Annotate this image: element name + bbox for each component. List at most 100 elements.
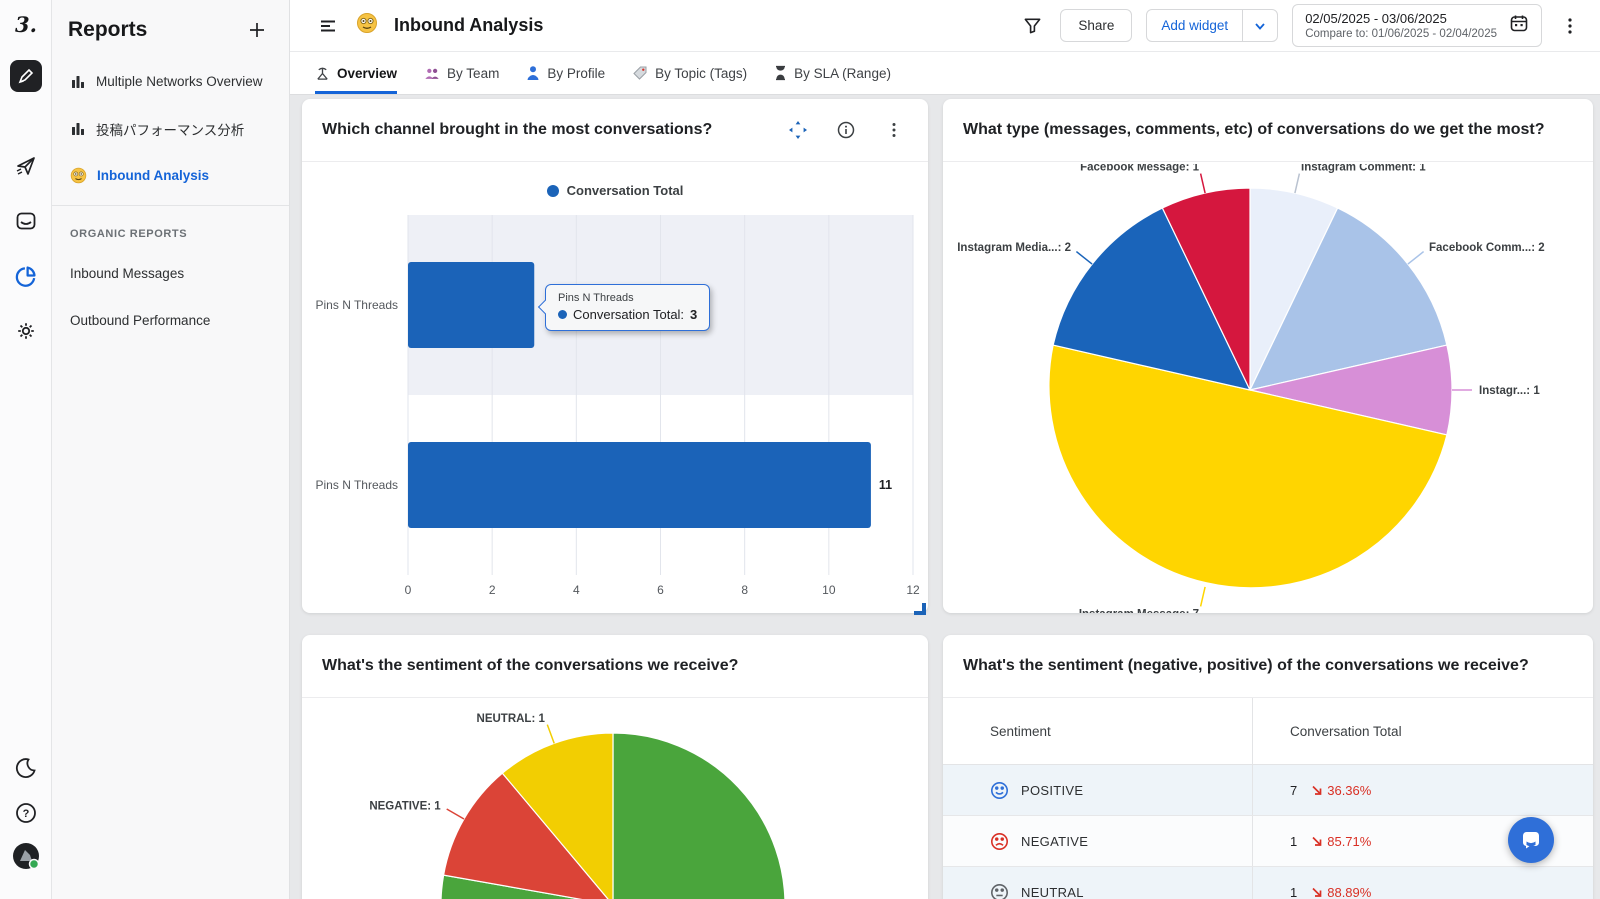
svg-text:2: 2	[489, 583, 496, 597]
filter-funnel-icon[interactable]	[1018, 12, 1046, 40]
sentiment-label: POSITIVE	[1021, 782, 1084, 798]
bar-chart-icon	[70, 121, 86, 137]
emoji-face-icon	[70, 167, 87, 184]
tooltip-series-dot	[558, 310, 567, 319]
sidebar-divider	[52, 205, 289, 206]
widget-resize-handle[interactable]	[910, 599, 928, 617]
conversation-total-value: 7	[1290, 782, 1298, 798]
pie-slice-label: NEUTRAL: 1	[477, 713, 546, 725]
team-icon	[424, 66, 440, 81]
svg-text:Pins N Threads: Pins N Threads	[316, 478, 398, 492]
svg-text:8: 8	[741, 583, 748, 597]
sidebar-item-1[interactable]: 投稿パフォーマンス分析	[52, 105, 289, 152]
table-row-negative[interactable]: NEGATIVE 1 85.71%	[943, 816, 1593, 867]
date-range: 02/05/2025 - 03/06/2025	[1305, 11, 1447, 26]
conversation-types-pie-chart[interactable]: Instagram Comment: 1 Facebook Comm...: 2 I…	[943, 164, 1593, 613]
widget-channel-bar-chart: Which channel brought in the most conver…	[302, 99, 928, 613]
svg-text:4: 4	[573, 583, 580, 597]
add-widget-chevron-down-icon[interactable]	[1243, 10, 1277, 41]
widget-title: What type (messages, comments, etc) of c…	[963, 121, 1545, 138]
inbox-icon[interactable]	[10, 205, 42, 237]
chart-tooltip: Pins N Threads Conversation Total: 3	[545, 284, 711, 331]
bar-1[interactable]	[408, 442, 871, 528]
report-header: Inbound Analysis Share Add widget 02/05/…	[290, 0, 1600, 52]
hamburger-menu-icon[interactable]	[314, 12, 342, 40]
sidebar-item-2[interactable]: Inbound Analysis	[52, 152, 289, 199]
tab-by-profile[interactable]: By Profile	[526, 52, 605, 94]
sidebar-section-item-0[interactable]: Inbound Messages	[52, 250, 289, 297]
chat-messenger-button[interactable]	[1508, 817, 1554, 863]
tab-by-sla-range-[interactable]: By SLA (Range)	[774, 52, 891, 94]
table-row-positive[interactable]: POSITIVE 7 36.36%	[943, 765, 1593, 816]
add-report-plus-icon[interactable]	[243, 16, 271, 44]
trend-percent: 85.71%	[1327, 833, 1372, 849]
profile-icon	[526, 65, 540, 81]
tab-label: By SLA (Range)	[794, 65, 891, 81]
compose-icon[interactable]	[10, 60, 42, 92]
avatar[interactable]	[10, 840, 42, 872]
pie-slice-3[interactable]	[1048, 344, 1448, 589]
tab-label: By Profile	[547, 65, 606, 81]
widget-kebab-menu-icon[interactable]	[880, 116, 908, 144]
bar-chart-icon	[70, 74, 86, 90]
add-widget-button[interactable]: Add widget	[1161, 18, 1229, 33]
reports-icon[interactable]	[10, 260, 42, 292]
tab-by-topic-tags-[interactable]: By Topic (Tags)	[632, 52, 747, 94]
pie-slice-2[interactable]	[501, 732, 614, 899]
pie-slice-label: Instagram Message: 7	[1079, 608, 1199, 613]
widget-conversation-types-pie: What type (messages, comments, etc) of c…	[943, 99, 1593, 613]
pie-slice-label: Instagram Comment: 1	[1301, 164, 1426, 174]
tooltip-value: 3	[690, 307, 698, 322]
svg-text:10: 10	[822, 583, 836, 597]
tag-icon	[632, 65, 648, 81]
bar-chart-legend[interactable]: Conversation Total	[302, 183, 928, 198]
pie-slice-label: Instagr...: 1	[1479, 385, 1540, 397]
legend-dot	[546, 184, 559, 197]
pie-slice-1[interactable]	[442, 772, 613, 899]
move-widget-icon[interactable]	[784, 116, 812, 144]
add-widget-split-button: Add widget	[1146, 9, 1279, 42]
app-logo[interactable]: 3.	[15, 12, 37, 37]
date-range-picker[interactable]: 02/05/2025 - 03/06/2025 Compare to: 01/0…	[1292, 4, 1542, 47]
dark-mode-moon-icon[interactable]	[10, 752, 42, 784]
share-button[interactable]: Share	[1060, 9, 1133, 42]
svg-text:11: 11	[879, 478, 892, 492]
header-kebab-menu-icon[interactable]	[1556, 12, 1584, 40]
bar-0[interactable]	[408, 262, 535, 348]
col-header-sentiment[interactable]: Sentiment	[943, 698, 1253, 764]
widget-sentiment-table: What's the sentiment (negative, positive…	[943, 635, 1593, 899]
hourglass-icon	[774, 65, 787, 81]
report-emoji-icon	[356, 12, 378, 39]
reports-sidebar: Reports Multiple Networks Overview 投稿パフォー…	[52, 0, 290, 899]
sidebar-item-0[interactable]: Multiple Networks Overview	[52, 58, 289, 105]
tab-by-team[interactable]: By Team	[424, 52, 499, 94]
tab-label: By Topic (Tags)	[655, 65, 748, 81]
icon-rail: 3. ?	[0, 0, 52, 899]
sentiment-label: NEUTRAL	[1021, 884, 1084, 899]
svg-text:12: 12	[906, 583, 920, 597]
dashboard-content: Which channel brought in the most conver…	[290, 95, 1600, 899]
settings-gear-icon[interactable]	[10, 315, 42, 347]
sidebar-section-item-1[interactable]: Outbound Performance	[52, 297, 289, 344]
conversation-total-value: 1	[1290, 884, 1298, 899]
report-tabbar: Overview By Team By Profile By Topic (Tags)…	[290, 52, 1600, 95]
table-row-neutral[interactable]: NEUTRAL 1 88.89%	[943, 867, 1593, 899]
trend-down-arrow-icon	[1311, 835, 1323, 847]
help-icon[interactable]: ?	[10, 797, 42, 829]
sidebar-title: Reports	[68, 18, 148, 41]
publishing-icon[interactable]	[10, 150, 42, 182]
widget-title: What's the sentiment of the conversation…	[322, 657, 739, 674]
sidebar-item-label: Inbound Analysis	[97, 168, 210, 183]
tab-overview[interactable]: Overview	[315, 52, 397, 94]
tab-label: By Team	[447, 65, 500, 81]
compare-range: Compare to: 01/06/2025 - 02/04/2025	[1305, 28, 1497, 40]
col-header-conversation-total[interactable]: Conversation Total	[1290, 723, 1402, 739]
bar-chart[interactable]: 0 2 4 6 8 10 12 Pins N Threads Pins N Threads 11	[302, 209, 928, 601]
pie-slice-label: Facebook Message: 1	[1080, 164, 1199, 174]
widget-title: What's the sentiment (negative, positive…	[963, 657, 1529, 674]
svg-text:Pins N Threads: Pins N Threads	[316, 298, 398, 312]
pie-slice-0[interactable]	[440, 732, 786, 899]
info-icon[interactable]	[832, 116, 860, 144]
table-header-row: Sentiment Conversation Total	[943, 698, 1593, 765]
